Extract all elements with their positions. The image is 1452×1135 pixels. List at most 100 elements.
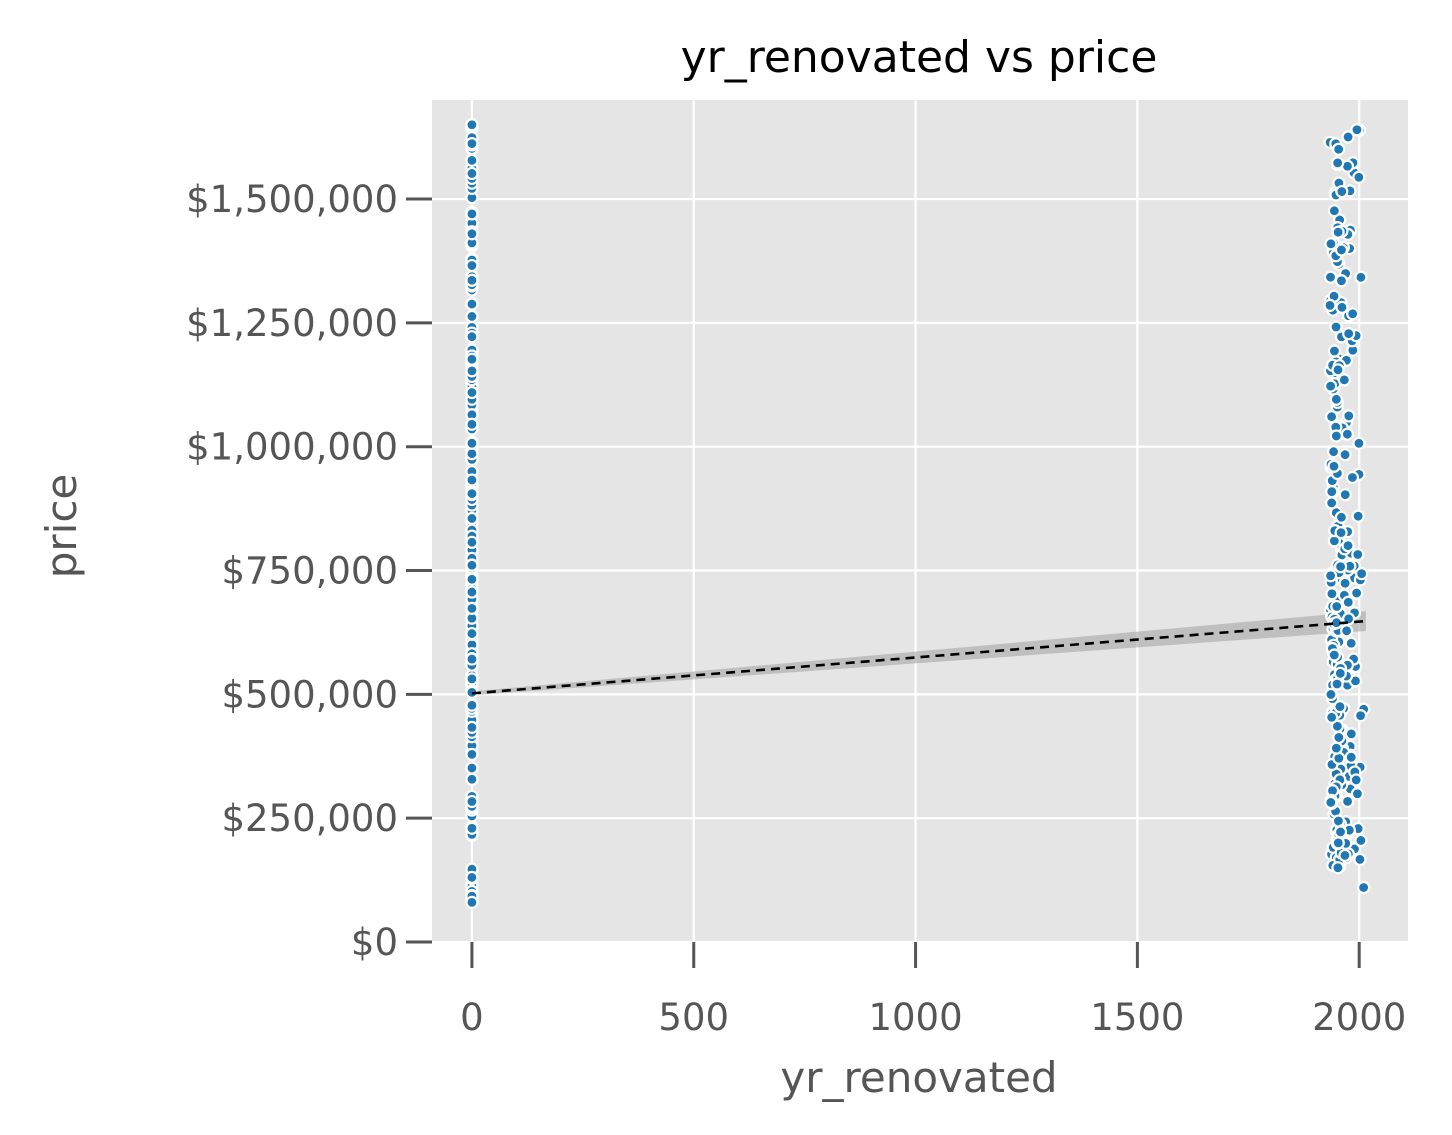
plot-area	[432, 100, 1408, 942]
data-point	[465, 166, 479, 181]
data-point	[465, 487, 479, 501]
data-point	[1330, 599, 1344, 614]
y-tick-label: $0	[351, 921, 398, 964]
data-point	[1329, 741, 1343, 755]
data-point	[1353, 852, 1367, 867]
data-point	[465, 137, 479, 151]
y-tick-label: $1,500,000	[186, 178, 398, 221]
data-point	[1352, 170, 1366, 184]
data-point	[1341, 595, 1355, 609]
data-point	[1323, 270, 1338, 284]
data-point	[1333, 700, 1347, 714]
data-point	[465, 436, 479, 450]
data-point	[1352, 436, 1366, 450]
data-point	[1346, 307, 1360, 321]
data-point	[1340, 427, 1354, 441]
data-point	[1344, 727, 1358, 741]
data-point	[1334, 526, 1348, 540]
y-tick-label: $250,000	[221, 797, 398, 840]
data-point	[465, 447, 479, 461]
data-point	[465, 473, 479, 487]
data-point	[1354, 833, 1368, 848]
data-point	[1355, 567, 1369, 581]
x-tick-label: 2000	[1312, 996, 1406, 1039]
data-point	[465, 258, 479, 273]
y-tick-label: $750,000	[221, 550, 398, 593]
data-points	[465, 118, 1371, 909]
data-point	[465, 652, 479, 666]
data-point	[1325, 710, 1339, 724]
data-point	[1325, 485, 1339, 499]
data-point	[1337, 373, 1351, 387]
y-tick-label: $1,000,000	[186, 426, 398, 469]
y-tick-label: $1,250,000	[186, 302, 398, 345]
data-point	[465, 207, 479, 221]
data-point	[1338, 848, 1352, 863]
data-point	[465, 585, 479, 599]
data-point	[465, 772, 479, 786]
data-point	[465, 273, 479, 287]
data-point	[465, 626, 479, 641]
data-point	[465, 558, 479, 572]
data-point	[1354, 270, 1368, 284]
data-point	[1338, 448, 1352, 462]
data-point	[1332, 142, 1346, 156]
data-point	[1331, 836, 1345, 850]
data-point	[465, 118, 479, 132]
data-point	[1335, 300, 1349, 314]
data-point	[465, 870, 479, 884]
data-point	[1351, 509, 1365, 523]
data-point	[1329, 392, 1343, 406]
data-point	[1334, 510, 1349, 524]
data-point	[1327, 344, 1342, 358]
x-tick-label: 1000	[868, 996, 962, 1039]
data-point	[1326, 445, 1341, 459]
data-point	[1349, 773, 1363, 787]
confidence-band-area	[471, 611, 1366, 696]
data-point	[1331, 861, 1345, 875]
data-point	[1329, 429, 1343, 443]
data-point	[465, 227, 479, 241]
data-point	[1350, 586, 1364, 600]
data-point	[1324, 237, 1338, 251]
data-point	[1333, 560, 1348, 574]
data-point	[1335, 184, 1349, 199]
chart-title: yr_renovated vs price	[681, 32, 1158, 83]
data-point	[1353, 708, 1368, 723]
data-point	[1334, 243, 1349, 257]
data-point	[1325, 410, 1339, 424]
data-point	[1323, 569, 1338, 583]
data-point	[1344, 636, 1358, 650]
data-point	[1333, 825, 1348, 839]
data-point	[465, 720, 479, 734]
data-point	[1327, 204, 1341, 218]
x-tick-label: 500	[658, 996, 729, 1039]
data-point	[465, 153, 479, 167]
x-axis-ticks: 0 500 1000 1500 2000	[460, 942, 1406, 1039]
data-point	[465, 698, 479, 712]
data-point	[1340, 624, 1354, 638]
data-point	[1334, 274, 1349, 288]
data-point	[465, 309, 479, 324]
data-point	[1342, 409, 1356, 423]
data-point	[1342, 327, 1356, 341]
data-point	[1338, 576, 1352, 590]
data-point	[1338, 488, 1352, 502]
data-point	[1323, 298, 1337, 312]
data-point	[465, 747, 479, 761]
data-point	[1324, 687, 1338, 702]
data-point	[1327, 648, 1341, 662]
y-axis-label: price	[37, 474, 86, 579]
data-point	[465, 895, 479, 909]
data-point	[1351, 547, 1365, 562]
data-point	[1333, 666, 1347, 680]
data-point	[1324, 379, 1338, 393]
data-point	[465, 297, 479, 311]
data-point	[465, 601, 479, 615]
data-point	[1331, 225, 1345, 239]
data-point	[465, 330, 479, 344]
confidence-band	[471, 611, 1366, 696]
data-point	[465, 511, 479, 526]
y-axis-ticks: $0 $250,000 $500,000 $750,000 $1,000,000 $1,2…	[186, 178, 432, 964]
data-point	[465, 572, 479, 586]
